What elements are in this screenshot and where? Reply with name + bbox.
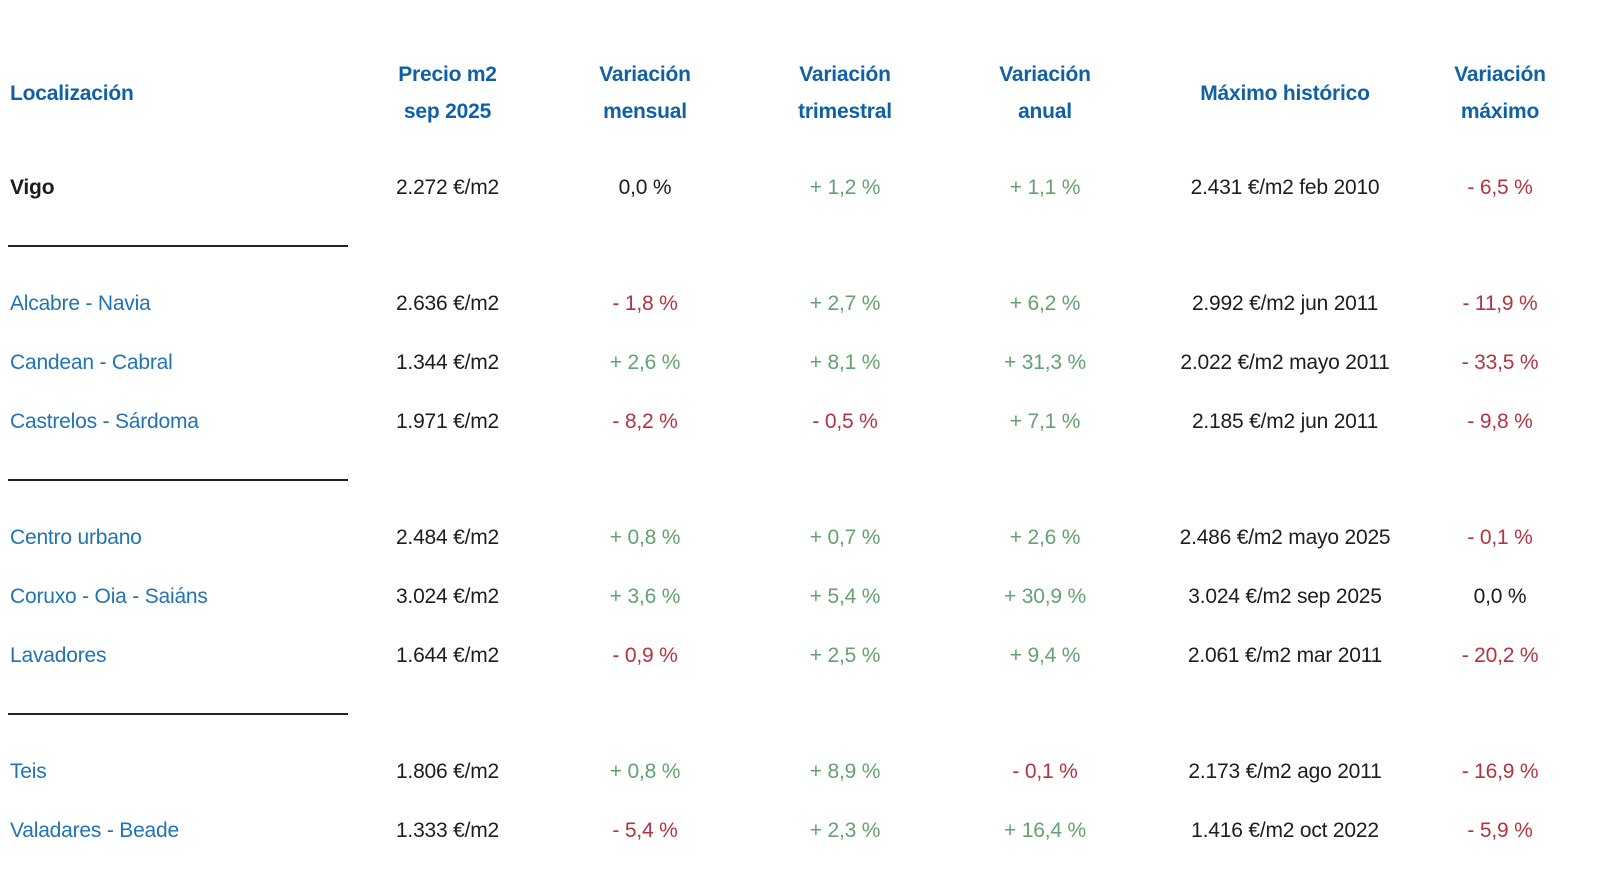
divider-line (8, 712, 348, 715)
location-cell: Vigo (10, 175, 55, 199)
max-historic-cell: 2.022 €/m2 mayo 2011 (1180, 350, 1390, 374)
price-cell: 1.344 €/m2 (395, 350, 500, 374)
price-cell: 2.636 €/m2 (395, 291, 500, 315)
quarterly-variation-cell: + 0,7 % (809, 525, 881, 549)
price-cell: 2.272 €/m2 (395, 175, 500, 199)
location-cell[interactable]: Teis (10, 759, 47, 783)
annual-variation-cell: + 1,1 % (1009, 175, 1081, 199)
annual-variation-cell: + 31,3 % (1004, 350, 1086, 374)
monthly-variation-cell: - 5,4 % (612, 818, 678, 842)
table-row: Centro urbano 2.484 €/m2 + 0,8 % + 0,7 % + 2… (0, 508, 1575, 567)
variation-vs-max-cell: 0,0 % (1473, 584, 1527, 608)
table-row: Candean - Cabral 1.344 €/m2 + 2,6 % + 8,1 %… (0, 333, 1575, 392)
table-row: Castrelos - Sárdoma 1.971 €/m2 - 8,2 % - 0,… (0, 392, 1575, 451)
quarterly-variation-cell: - 0,5 % (812, 409, 878, 433)
quarterly-variation-cell: + 8,9 % (809, 759, 881, 783)
annual-variation-cell: - 0,1 % (1012, 759, 1078, 783)
monthly-variation-cell: + 0,8 % (609, 525, 681, 549)
quarterly-variation-cell: + 2,7 % (809, 291, 881, 315)
quarterly-variation-cell: + 1,2 % (809, 175, 881, 199)
table-row: Alcabre - Navia 2.636 €/m2 - 1,8 % + 2,7 % +… (0, 274, 1575, 333)
location-cell[interactable]: Alcabre - Navia (10, 291, 151, 315)
variation-vs-max-cell: - 6,5 % (1467, 175, 1533, 199)
variation-vs-max-cell: - 5,9 % (1467, 818, 1533, 842)
annual-variation-cell: + 6,2 % (1009, 291, 1081, 315)
location-cell[interactable]: Candean - Cabral (10, 350, 173, 374)
annual-variation-cell: + 9,4 % (1009, 643, 1081, 667)
location-cell[interactable]: Lavadores (10, 643, 107, 667)
variation-vs-max-cell: - 0,1 % (1467, 525, 1533, 549)
variation-vs-max-cell: - 11,9 % (1462, 291, 1538, 315)
table-row: Vigo 2.272 €/m2 0,0 % + 1,2 % + 1,1 % 2.431 €… (0, 158, 1575, 217)
location-cell[interactable]: Coruxo - Oia - Saiáns (10, 584, 208, 608)
table-row: Lavadores 1.644 €/m2 - 0,9 % + 2,5 % + 9,4 %… (0, 626, 1575, 685)
max-historic-cell: 2.992 €/m2 jun 2011 (1191, 291, 1379, 315)
table-row: Coruxo - Oia - Saiáns 3.024 €/m2 + 3,6 % + … (0, 567, 1575, 626)
variation-vs-max-cell: - 9,8 % (1467, 409, 1533, 433)
max-historic-cell: 2.061 €/m2 mar 2011 (1187, 643, 1383, 667)
column-header-precio-m2: Precio m2 sep 2025 (398, 63, 497, 123)
monthly-variation-cell: + 2,6 % (609, 350, 681, 374)
table-body: Vigo 2.272 €/m2 0,0 % + 1,2 % + 1,1 % 2.431 €… (0, 158, 1575, 860)
monthly-variation-cell: 0,0 % (618, 175, 672, 199)
max-historic-cell: 2.431 €/m2 feb 2010 (1190, 175, 1380, 199)
annual-variation-cell: + 16,4 % (1004, 818, 1086, 842)
column-header-variacion-mensual: Variación mensual (599, 63, 691, 123)
price-cell: 1.333 €/m2 (395, 818, 500, 842)
column-header-variacion-trimestral: Variación trimestral (798, 63, 892, 123)
table-row: Teis 1.806 €/m2 + 0,8 % + 8,9 % - 0,1 % 2.173… (0, 742, 1575, 801)
location-cell[interactable]: Valadares - Beade (10, 818, 179, 842)
variation-vs-max-cell: - 33,5 % (1461, 350, 1539, 374)
annual-variation-cell: + 2,6 % (1009, 525, 1081, 549)
price-cell: 3.024 €/m2 (395, 584, 500, 608)
monthly-variation-cell: + 3,6 % (609, 584, 681, 608)
section-divider (0, 685, 1575, 742)
max-historic-cell: 2.185 €/m2 jun 2011 (1191, 409, 1379, 433)
column-header-localizacion: Localización (10, 81, 134, 105)
annual-variation-cell: + 7,1 % (1009, 409, 1081, 433)
price-cell: 1.806 €/m2 (395, 759, 500, 783)
table-row: Valadares - Beade 1.333 €/m2 - 5,4 % + 2,3 … (0, 801, 1575, 860)
section-divider (0, 451, 1575, 508)
max-historic-cell: 2.173 €/m2 ago 2011 (1188, 759, 1382, 783)
column-header-maximo-historico: Máximo histórico (1200, 81, 1370, 105)
quarterly-variation-cell: + 8,1 % (809, 350, 881, 374)
quarterly-variation-cell: + 2,5 % (809, 643, 881, 667)
variation-vs-max-cell: - 16,9 % (1461, 759, 1539, 783)
monthly-variation-cell: - 1,8 % (612, 291, 678, 315)
price-cell: 1.644 €/m2 (395, 643, 500, 667)
annual-variation-cell: + 30,9 % (1004, 584, 1086, 608)
column-header-variacion-maximo: Variación máximo (1454, 63, 1546, 123)
section-divider (0, 217, 1575, 274)
table-header-row: Localización Precio m2 sep 2025 Variació… (0, 0, 1575, 158)
location-cell[interactable]: Castrelos - Sárdoma (10, 409, 199, 433)
variation-vs-max-cell: - 20,2 % (1461, 643, 1539, 667)
monthly-variation-cell: - 0,9 % (612, 643, 678, 667)
monthly-variation-cell: + 0,8 % (609, 759, 681, 783)
location-cell[interactable]: Centro urbano (10, 525, 142, 549)
price-cell: 1.971 €/m2 (395, 409, 500, 433)
quarterly-variation-cell: + 2,3 % (809, 818, 881, 842)
monthly-variation-cell: - 8,2 % (612, 409, 678, 433)
column-header-variacion-anual: Variación anual (999, 63, 1091, 123)
max-historic-cell: 1.416 €/m2 oct 2022 (1191, 818, 1379, 842)
quarterly-variation-cell: + 5,4 % (809, 584, 881, 608)
divider-line (8, 478, 348, 481)
max-historic-cell: 2.486 €/m2 mayo 2025 (1179, 525, 1391, 549)
price-cell: 2.484 €/m2 (395, 525, 500, 549)
housing-price-table: Localización Precio m2 sep 2025 Variació… (0, 0, 1575, 860)
divider-line (8, 244, 348, 247)
max-historic-cell: 3.024 €/m2 sep 2025 (1188, 584, 1382, 608)
